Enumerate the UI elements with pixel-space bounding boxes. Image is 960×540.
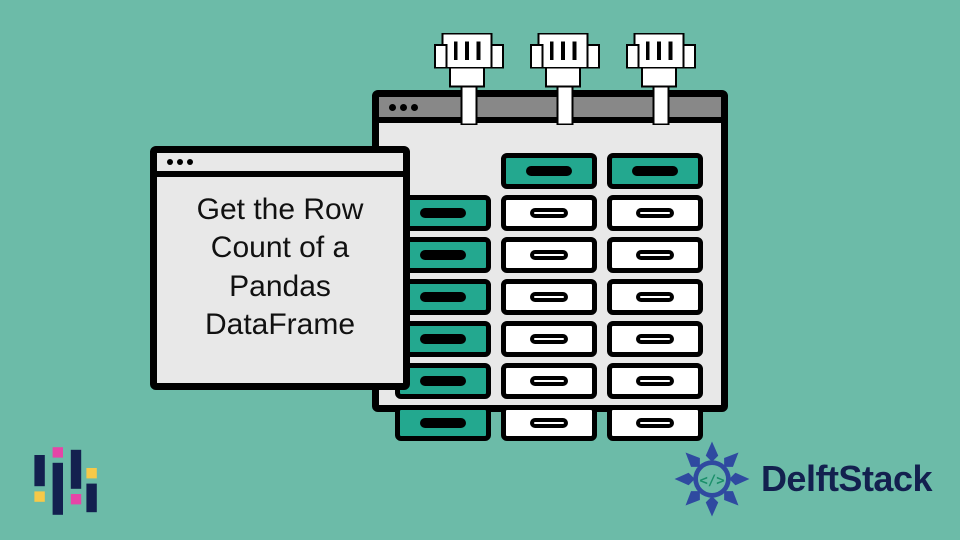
title-card-window: Get the Row Count of a Pandas DataFrame xyxy=(150,146,410,390)
table-header xyxy=(607,153,703,189)
titlebar-dot xyxy=(167,159,173,165)
title-text: Get the Row Count of a Pandas DataFrame xyxy=(157,177,403,359)
table-cell xyxy=(607,237,703,273)
delftstack-logo: </> DelftStack xyxy=(673,440,932,518)
dataframe-window xyxy=(372,90,728,412)
table-cell xyxy=(501,279,597,315)
titlebar-dot xyxy=(187,159,193,165)
table-cell xyxy=(501,237,597,273)
table-cell xyxy=(607,405,703,441)
pandas-logo-icon xyxy=(24,442,102,520)
cursor-hand-icon xyxy=(623,30,699,128)
window-titlebar xyxy=(157,153,403,177)
titlebar-dot xyxy=(389,104,396,111)
table-row-label xyxy=(395,405,491,441)
table-cell xyxy=(501,405,597,441)
titlebar-dot xyxy=(400,104,407,111)
titlebar-dot xyxy=(177,159,183,165)
cursor-hand-icon xyxy=(527,30,603,128)
titlebar-dot xyxy=(411,104,418,111)
table-cell xyxy=(501,195,597,231)
delftstack-wordmark: DelftStack xyxy=(761,458,932,500)
table-cell xyxy=(607,195,703,231)
table-header xyxy=(501,153,597,189)
delftstack-mandala-icon: </> xyxy=(673,440,751,518)
table-cell xyxy=(501,363,597,399)
table-cell xyxy=(607,321,703,357)
table-cell xyxy=(501,321,597,357)
cursor-hand-icon xyxy=(431,30,507,128)
svg-text:</>: </> xyxy=(699,473,724,489)
dataframe-table xyxy=(395,153,703,441)
table-cell xyxy=(607,363,703,399)
table-cell xyxy=(607,279,703,315)
